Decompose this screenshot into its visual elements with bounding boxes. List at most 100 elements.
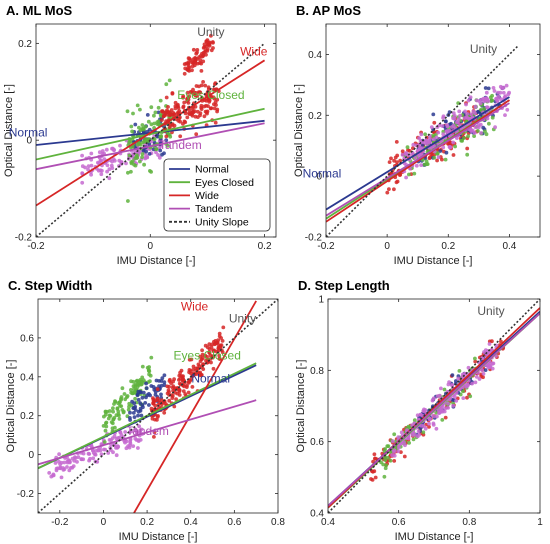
point-tandem	[107, 167, 112, 172]
point-tandem	[111, 450, 115, 455]
x-tick-label: 0	[384, 241, 390, 252]
point-wide	[213, 120, 218, 125]
y-tick-label: 0.6	[310, 437, 324, 448]
point-tandem	[89, 163, 94, 168]
point-eyes-closed	[135, 103, 140, 108]
point-tandem	[443, 406, 448, 411]
point-eyes-closed	[114, 413, 119, 418]
point-wide	[191, 364, 196, 369]
point-eyes-closed	[440, 418, 445, 422]
point-wide	[205, 345, 210, 350]
point-eyes-closed	[466, 134, 470, 139]
point-eyes-closed	[129, 169, 133, 174]
point-wide	[210, 40, 215, 44]
point-eyes-closed	[140, 364, 145, 369]
point-tandem	[451, 403, 456, 408]
point-tandem	[59, 475, 64, 480]
point-wide	[165, 391, 170, 396]
point-tandem	[487, 342, 492, 346]
axes-box	[325, 23, 541, 238]
point-normal	[483, 86, 488, 90]
point-wide	[205, 109, 210, 114]
point-eyes-closed	[476, 129, 480, 133]
point-wide	[373, 475, 378, 480]
point-tandem	[414, 163, 419, 168]
point-eyes-closed	[125, 109, 130, 114]
y-tick-label: 0.4	[310, 509, 324, 520]
x-axis-label: IMU Distance [-]	[119, 531, 198, 543]
point-tandem	[396, 445, 401, 450]
point-tandem	[89, 172, 93, 177]
point-normal	[131, 411, 136, 415]
x-tick-label: 0.6	[227, 517, 241, 528]
panel-B: B. AP MoS -0.2 0 0.2 0.4 -0.2 0 0.2 0.4 IMU Dista…	[293, 3, 541, 267]
x-tick-label: 0.2	[258, 241, 272, 252]
point-eyes-closed	[139, 379, 144, 384]
point-wide	[427, 425, 431, 429]
point-wide	[186, 56, 191, 61]
point-tandem	[481, 371, 486, 376]
point-tandem	[436, 155, 441, 160]
point-eyes-closed	[412, 418, 417, 423]
point-tandem	[415, 434, 420, 439]
point-eyes-closed	[425, 162, 429, 167]
point-eyes-closed	[443, 157, 448, 162]
point-wide	[194, 372, 199, 376]
annotation-tandem: Tandem	[126, 424, 169, 438]
point-tandem	[466, 98, 471, 103]
point-normal	[135, 393, 140, 398]
annotation-eyes-closed: Eyes Closed	[177, 88, 244, 102]
point-tandem	[422, 409, 427, 414]
point-tandem	[490, 366, 495, 371]
point-wide	[392, 459, 397, 463]
point-wide	[392, 187, 396, 192]
point-wide	[206, 98, 211, 103]
point-wide	[402, 454, 407, 459]
x-tick-label: 0.8	[271, 517, 285, 528]
point-wide	[202, 114, 207, 119]
annotation-wide: Wide	[240, 44, 268, 58]
point-tandem	[507, 90, 511, 95]
point-eyes-closed	[126, 407, 131, 412]
point-eyes-closed	[158, 98, 163, 103]
point-wide	[209, 360, 213, 365]
fit-line-tandem	[36, 122, 265, 171]
fit-line-normal	[326, 96, 510, 211]
panel-title: B. AP MoS	[296, 3, 361, 18]
point-tandem	[454, 399, 459, 403]
point-wide	[428, 155, 432, 160]
point-normal	[486, 86, 491, 91]
point-tandem	[134, 438, 139, 442]
point-tandem	[456, 117, 461, 122]
point-wide	[182, 71, 187, 76]
point-eyes-closed	[149, 122, 154, 127]
point-wide	[205, 355, 209, 359]
point-tandem	[464, 384, 469, 389]
point-eyes-closed	[460, 139, 464, 143]
point-wide	[154, 398, 158, 403]
point-normal	[159, 392, 163, 397]
fit-line-wide	[36, 59, 266, 207]
point-eyes-closed	[383, 458, 388, 462]
point-tandem	[49, 474, 54, 479]
point-tandem	[135, 430, 140, 434]
point-tandem	[392, 453, 397, 458]
point-wide	[199, 61, 204, 66]
point-eyes-closed	[423, 132, 427, 137]
point-normal	[153, 392, 158, 397]
point-tandem	[496, 90, 500, 95]
point-tandem	[441, 145, 446, 150]
point-wide	[393, 155, 398, 160]
point-wide	[172, 404, 177, 409]
point-tandem	[81, 457, 86, 462]
y-tick-label: 0.8	[310, 366, 324, 377]
point-wide	[171, 388, 176, 393]
point-tandem	[431, 396, 436, 401]
fit-line-unity	[38, 299, 278, 513]
point-tandem	[413, 432, 417, 437]
point-tandem	[404, 175, 408, 180]
point-wide	[465, 146, 470, 151]
point-eyes-closed	[122, 392, 127, 396]
point-tandem	[62, 467, 67, 472]
point-tandem	[80, 164, 85, 169]
